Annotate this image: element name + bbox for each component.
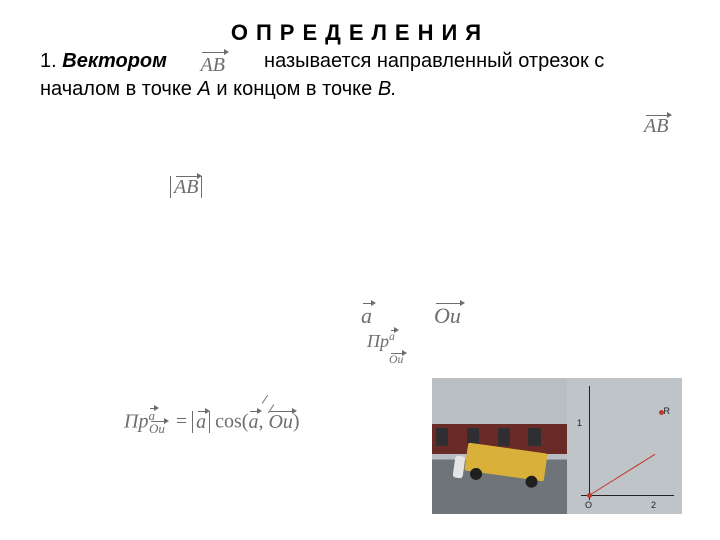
formula-cos: cos [215, 411, 242, 433]
pr-sub: Ou [389, 353, 403, 366]
point-a: А [197, 78, 210, 100]
tick-y: 1 [577, 418, 582, 428]
pr-sup: a [389, 330, 395, 343]
tick-x: 2 [651, 500, 656, 510]
definition-1: 1. Вектором AB называется направленный о… [0, 46, 720, 103]
pr-text: Пр [367, 331, 389, 351]
def-number: 1. [40, 50, 57, 72]
formula-abs-a: a [196, 411, 206, 434]
formula-arg-a: a [248, 411, 258, 434]
formula-eq: = [176, 411, 192, 433]
formula-comma: , [258, 411, 268, 433]
coordinate-graph: O 2 1 R [567, 378, 682, 514]
def-text-and: и концом в точке [216, 78, 372, 100]
vector-diagonal [589, 454, 656, 496]
vector-ab-right-icon: AB [644, 115, 684, 139]
projection-symbol: Прa Ou [367, 330, 423, 360]
axis-x [581, 495, 674, 496]
vector-a-icon: a [361, 303, 385, 327]
origin-label: O [585, 500, 592, 510]
vector-ab-abs-icon: AB [170, 176, 226, 206]
axis-y [589, 386, 590, 500]
def-term: Вектором [62, 50, 167, 72]
point-origin-dot [587, 493, 592, 498]
vector-ab-abs-text: AB [174, 176, 198, 199]
vector-ou-icon: Ou [434, 303, 474, 327]
point-r-label: R [664, 406, 671, 416]
scene-inclined-plane [432, 378, 567, 514]
projection-formula: ПрaOu = a cos(a, Ou) [124, 408, 300, 437]
point-b: В. [378, 78, 397, 100]
vector-a-text: a [361, 303, 372, 329]
building-windows [436, 428, 556, 446]
formula-pr: Пр [124, 411, 148, 433]
vector-ab-right-text: AB [644, 115, 668, 138]
section-heading: ОПРЕДЕЛЕНИЯ [0, 0, 720, 46]
formula-sub: Ou [149, 421, 165, 437]
vector-ab-text: AB [200, 52, 224, 79]
illustration: O 2 1 R [432, 378, 682, 514]
formula-arg-ou: Ou [268, 411, 292, 434]
vector-ou-text: Ou [434, 303, 461, 329]
truck-icon [464, 443, 547, 482]
vector-ab-icon: AB [200, 52, 240, 76]
person-icon [453, 455, 466, 478]
